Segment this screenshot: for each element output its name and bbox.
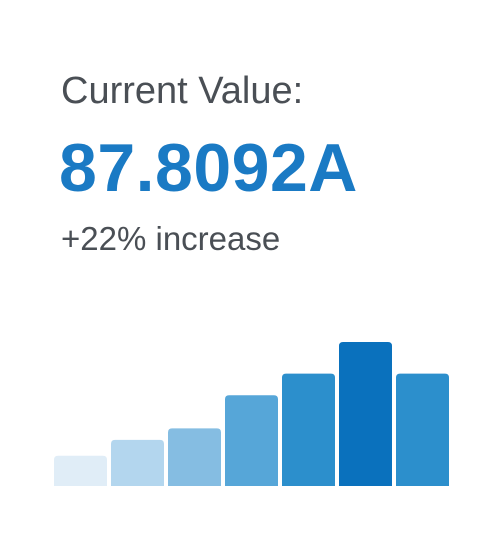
chart-bar-6 — [339, 342, 392, 486]
metric-label: Current Value: — [61, 70, 304, 112]
metric-change: +22% increase — [61, 220, 281, 257]
chart-bar-3 — [168, 428, 221, 486]
metric-value: 87.8092A — [59, 130, 358, 206]
chart-bar-7 — [396, 373, 449, 486]
chart-bar-2 — [111, 439, 164, 486]
chart-bar-5 — [282, 373, 335, 486]
chart-bar-4 — [225, 395, 278, 486]
chart-bar-1 — [54, 455, 107, 486]
